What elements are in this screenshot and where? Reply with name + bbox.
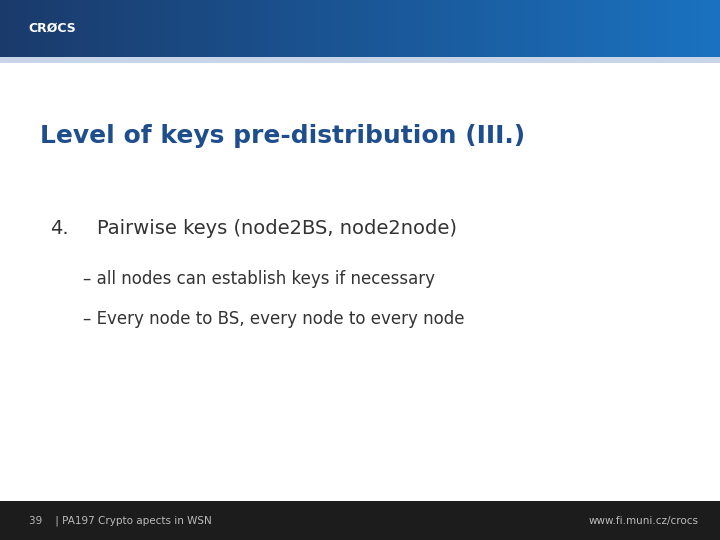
Bar (81, 0, 91, 57)
Bar (486, 0, 496, 57)
Bar (180, 0, 190, 57)
Text: – all nodes can establish keys if necessary: – all nodes can establish keys if necess… (83, 270, 435, 288)
Bar (333, 0, 343, 57)
Text: Pairwise keys (node2BS, node2node): Pairwise keys (node2BS, node2node) (97, 219, 457, 238)
Bar (252, 0, 262, 57)
Bar (171, 0, 181, 57)
Bar (369, 0, 379, 57)
Bar (306, 0, 316, 57)
Bar (450, 0, 459, 57)
Bar (711, 0, 720, 57)
Bar (72, 0, 82, 57)
Bar (495, 0, 505, 57)
Bar (360, 0, 370, 57)
Bar (216, 0, 226, 57)
Bar (18, 0, 28, 57)
Bar (63, 0, 73, 57)
Text: 39    | PA197 Crypto apects in WSN: 39 | PA197 Crypto apects in WSN (29, 515, 212, 526)
Text: – Every node to BS, every node to every node: – Every node to BS, every node to every … (83, 310, 464, 328)
Bar (288, 0, 298, 57)
Bar (558, 0, 567, 57)
Bar (162, 0, 172, 57)
Bar (567, 0, 577, 57)
Bar (108, 0, 118, 57)
Bar (351, 0, 361, 57)
Bar (234, 0, 243, 57)
Bar (612, 0, 621, 57)
Bar (531, 0, 541, 57)
Bar (414, 0, 423, 57)
Bar (117, 0, 127, 57)
Bar (522, 0, 531, 57)
Bar (405, 0, 415, 57)
Bar (630, 0, 639, 57)
Bar (432, 0, 441, 57)
Text: Level of keys pre-distribution (III.): Level of keys pre-distribution (III.) (40, 124, 525, 148)
Bar (513, 0, 523, 57)
Bar (0, 0, 10, 57)
Bar (198, 0, 208, 57)
Bar (396, 0, 406, 57)
Bar (441, 0, 451, 57)
Bar (90, 0, 99, 57)
Bar (9, 0, 19, 57)
Bar (477, 0, 487, 57)
Bar (594, 0, 603, 57)
Bar (144, 0, 154, 57)
Bar (279, 0, 289, 57)
Bar (135, 0, 145, 57)
Bar (585, 0, 595, 57)
Bar (540, 0, 550, 57)
Bar (0, 57, 720, 63)
Bar (207, 0, 217, 57)
Bar (549, 0, 559, 57)
Bar (468, 0, 478, 57)
Bar (45, 0, 55, 57)
Bar (342, 0, 352, 57)
Bar (576, 0, 585, 57)
Bar (270, 0, 280, 57)
Bar (504, 0, 513, 57)
Bar (675, 0, 685, 57)
Bar (648, 0, 657, 57)
Bar (324, 0, 334, 57)
Bar (36, 0, 46, 57)
Bar (99, 0, 109, 57)
Bar (387, 0, 397, 57)
Bar (684, 0, 693, 57)
Bar (621, 0, 631, 57)
Bar (27, 0, 37, 57)
Bar (423, 0, 433, 57)
Text: CRØCS: CRØCS (29, 22, 76, 35)
Bar (603, 0, 613, 57)
Bar (666, 0, 675, 57)
Bar (459, 0, 469, 57)
Bar (261, 0, 271, 57)
Bar (315, 0, 325, 57)
Bar (378, 0, 387, 57)
Bar (639, 0, 649, 57)
Bar (0, 501, 720, 540)
Bar (243, 0, 253, 57)
Bar (297, 0, 307, 57)
Bar (657, 0, 667, 57)
Text: www.fi.muni.cz/crocs: www.fi.muni.cz/crocs (588, 516, 698, 525)
Text: 4.: 4. (50, 219, 69, 238)
Bar (225, 0, 235, 57)
Bar (702, 0, 711, 57)
Bar (126, 0, 135, 57)
Bar (189, 0, 199, 57)
Bar (153, 0, 163, 57)
Bar (54, 0, 63, 57)
Bar (693, 0, 703, 57)
